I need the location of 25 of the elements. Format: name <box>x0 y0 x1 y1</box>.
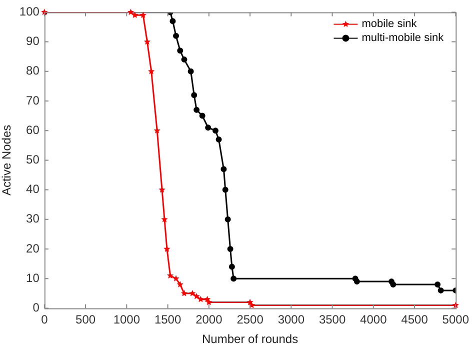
x-tick-label: 4000 <box>360 312 388 327</box>
y-tick-label: 10 <box>26 270 40 285</box>
x-tick-label: 1500 <box>154 312 182 327</box>
x-tick-label: 5000 <box>442 312 470 327</box>
y-tick-label: 60 <box>26 122 40 137</box>
y-tick-label: 70 <box>26 93 40 108</box>
x-tick-label: 3000 <box>278 312 305 327</box>
y-tick-label: 40 <box>26 182 40 196</box>
y-tick-label: 100 <box>19 4 40 19</box>
y-tick-label: 50 <box>26 152 40 167</box>
x-tick-label: 4500 <box>401 312 428 327</box>
legend-label: multi-mobile sink <box>362 32 444 44</box>
y-tick-label: 80 <box>26 64 40 78</box>
x-axis-title: Number of rounds <box>202 332 298 346</box>
y-tick-label: 30 <box>26 212 40 226</box>
y-axis-title: Active Nodes <box>0 124 14 196</box>
x-tick-label: 2000 <box>196 312 223 327</box>
y-tick-label: 20 <box>26 241 40 256</box>
y-tick-label: 0 <box>32 300 40 315</box>
y-tick-label: 90 <box>26 34 40 48</box>
x-tick-label: 500 <box>76 312 96 327</box>
legend-label: mobile sink <box>362 18 418 30</box>
x-tick-label: 2500 <box>236 312 264 327</box>
x-tick-label: 3500 <box>318 312 346 327</box>
x-tick-label: 1000 <box>113 312 140 327</box>
